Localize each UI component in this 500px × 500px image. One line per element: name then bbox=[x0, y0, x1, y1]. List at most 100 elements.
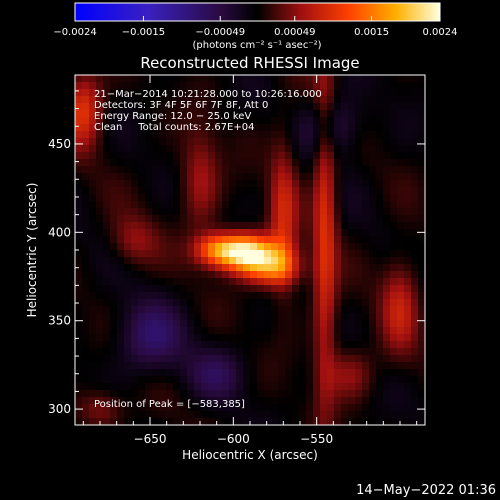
heatmap-cell bbox=[327, 404, 335, 412]
heatmap-cell bbox=[180, 397, 188, 405]
heatmap-cell bbox=[96, 306, 104, 314]
heatmap-cell bbox=[145, 75, 153, 83]
heatmap-cell bbox=[292, 110, 300, 118]
heatmap-cell bbox=[187, 124, 195, 132]
heatmap-cell bbox=[355, 173, 363, 181]
heatmap-cell bbox=[145, 103, 153, 111]
heatmap-cell bbox=[159, 383, 167, 391]
heatmap-cell bbox=[278, 215, 286, 223]
heatmap-cell bbox=[159, 334, 167, 342]
heatmap-cell bbox=[145, 306, 153, 314]
heatmap-cell bbox=[152, 222, 160, 230]
heatmap-cell bbox=[341, 110, 349, 118]
heatmap-cell bbox=[327, 124, 335, 132]
heatmap-cell bbox=[75, 222, 83, 230]
heatmap-cell bbox=[292, 320, 300, 328]
colorbar-tick-label: −0.0015 bbox=[122, 27, 165, 38]
heatmap-cell bbox=[271, 327, 279, 335]
heatmap-cell bbox=[110, 264, 118, 272]
heatmap-cell bbox=[320, 215, 328, 223]
heatmap-cell bbox=[390, 278, 398, 286]
heatmap-cell bbox=[96, 159, 104, 167]
heatmap-cell bbox=[243, 89, 251, 97]
heatmap-cell bbox=[229, 138, 237, 146]
heatmap-cell bbox=[187, 313, 195, 321]
heatmap-cell bbox=[180, 278, 188, 286]
heatmap-cell bbox=[89, 166, 97, 174]
heatmap-cell bbox=[131, 75, 139, 83]
heatmap-cell bbox=[278, 264, 286, 272]
heatmap-cell bbox=[124, 327, 132, 335]
heatmap-cell bbox=[390, 117, 398, 125]
heatmap-cell bbox=[173, 383, 181, 391]
heatmap-cell bbox=[299, 306, 307, 314]
heatmap-cell bbox=[257, 96, 265, 104]
heatmap-cell bbox=[222, 124, 230, 132]
heatmap-cell bbox=[159, 159, 167, 167]
heatmap-cell bbox=[264, 159, 272, 167]
heatmap-cell bbox=[103, 166, 111, 174]
heatmap-cell bbox=[117, 362, 125, 370]
heatmap-cell bbox=[159, 257, 167, 265]
heatmap-cell bbox=[222, 89, 230, 97]
heatmap-cell bbox=[222, 145, 230, 153]
heatmap-cell bbox=[82, 313, 90, 321]
heatmap-cell bbox=[397, 369, 405, 377]
heatmap-cell bbox=[103, 96, 111, 104]
heatmap-cell bbox=[110, 334, 118, 342]
heatmap-cell bbox=[82, 75, 90, 83]
heatmap-cell bbox=[369, 278, 377, 286]
heatmap-cell bbox=[166, 229, 174, 237]
heatmap-cell bbox=[89, 222, 97, 230]
heatmap-cell bbox=[194, 306, 202, 314]
heatmap-cell bbox=[292, 313, 300, 321]
heatmap-cell bbox=[397, 271, 405, 279]
heatmap-cell bbox=[82, 257, 90, 265]
heatmap-cell bbox=[208, 138, 216, 146]
heatmap-cell bbox=[187, 173, 195, 181]
heatmap-cell bbox=[320, 194, 328, 202]
heatmap-cell bbox=[383, 138, 391, 146]
heatmap-cell bbox=[159, 194, 167, 202]
heatmap-cell bbox=[348, 334, 356, 342]
heatmap-cell bbox=[404, 390, 412, 398]
heatmap-cell bbox=[383, 362, 391, 370]
heatmap-cell bbox=[313, 159, 321, 167]
heatmap-cell bbox=[159, 292, 167, 300]
heatmap-cell bbox=[138, 187, 146, 195]
heatmap-cell bbox=[320, 222, 328, 230]
heatmap-cell bbox=[152, 320, 160, 328]
heatmap-cell bbox=[320, 292, 328, 300]
heatmap-cell bbox=[194, 327, 202, 335]
heatmap-cell bbox=[124, 215, 132, 223]
heatmap-cell bbox=[236, 180, 244, 188]
heatmap-cell bbox=[180, 327, 188, 335]
heatmap-cell bbox=[369, 166, 377, 174]
heatmap-cell bbox=[320, 327, 328, 335]
heatmap-cell bbox=[166, 159, 174, 167]
heatmap-cell bbox=[166, 411, 174, 419]
x-tick-label: −600 bbox=[217, 432, 250, 446]
heatmap-cell bbox=[110, 376, 118, 384]
heatmap-cell bbox=[138, 271, 146, 279]
heatmap-cell bbox=[257, 418, 265, 426]
heatmap-cell bbox=[397, 166, 405, 174]
heatmap-cell bbox=[152, 194, 160, 202]
heatmap-cell bbox=[411, 215, 419, 223]
heatmap-cell bbox=[222, 278, 230, 286]
heatmap-cell bbox=[313, 313, 321, 321]
heatmap-cell bbox=[334, 215, 342, 223]
heatmap-cell bbox=[201, 243, 209, 251]
heatmap-cell bbox=[327, 229, 335, 237]
heatmap-cell bbox=[313, 103, 321, 111]
heatmap-cell bbox=[264, 173, 272, 181]
heatmap-cell bbox=[306, 271, 314, 279]
heatmap-cell bbox=[264, 89, 272, 97]
heatmap-cell bbox=[250, 194, 258, 202]
heatmap-cell bbox=[229, 355, 237, 363]
heatmap-cell bbox=[404, 376, 412, 384]
heatmap-cell bbox=[404, 89, 412, 97]
heatmap-cell bbox=[376, 313, 384, 321]
heatmap-cell bbox=[383, 229, 391, 237]
heatmap-cell bbox=[215, 75, 223, 83]
